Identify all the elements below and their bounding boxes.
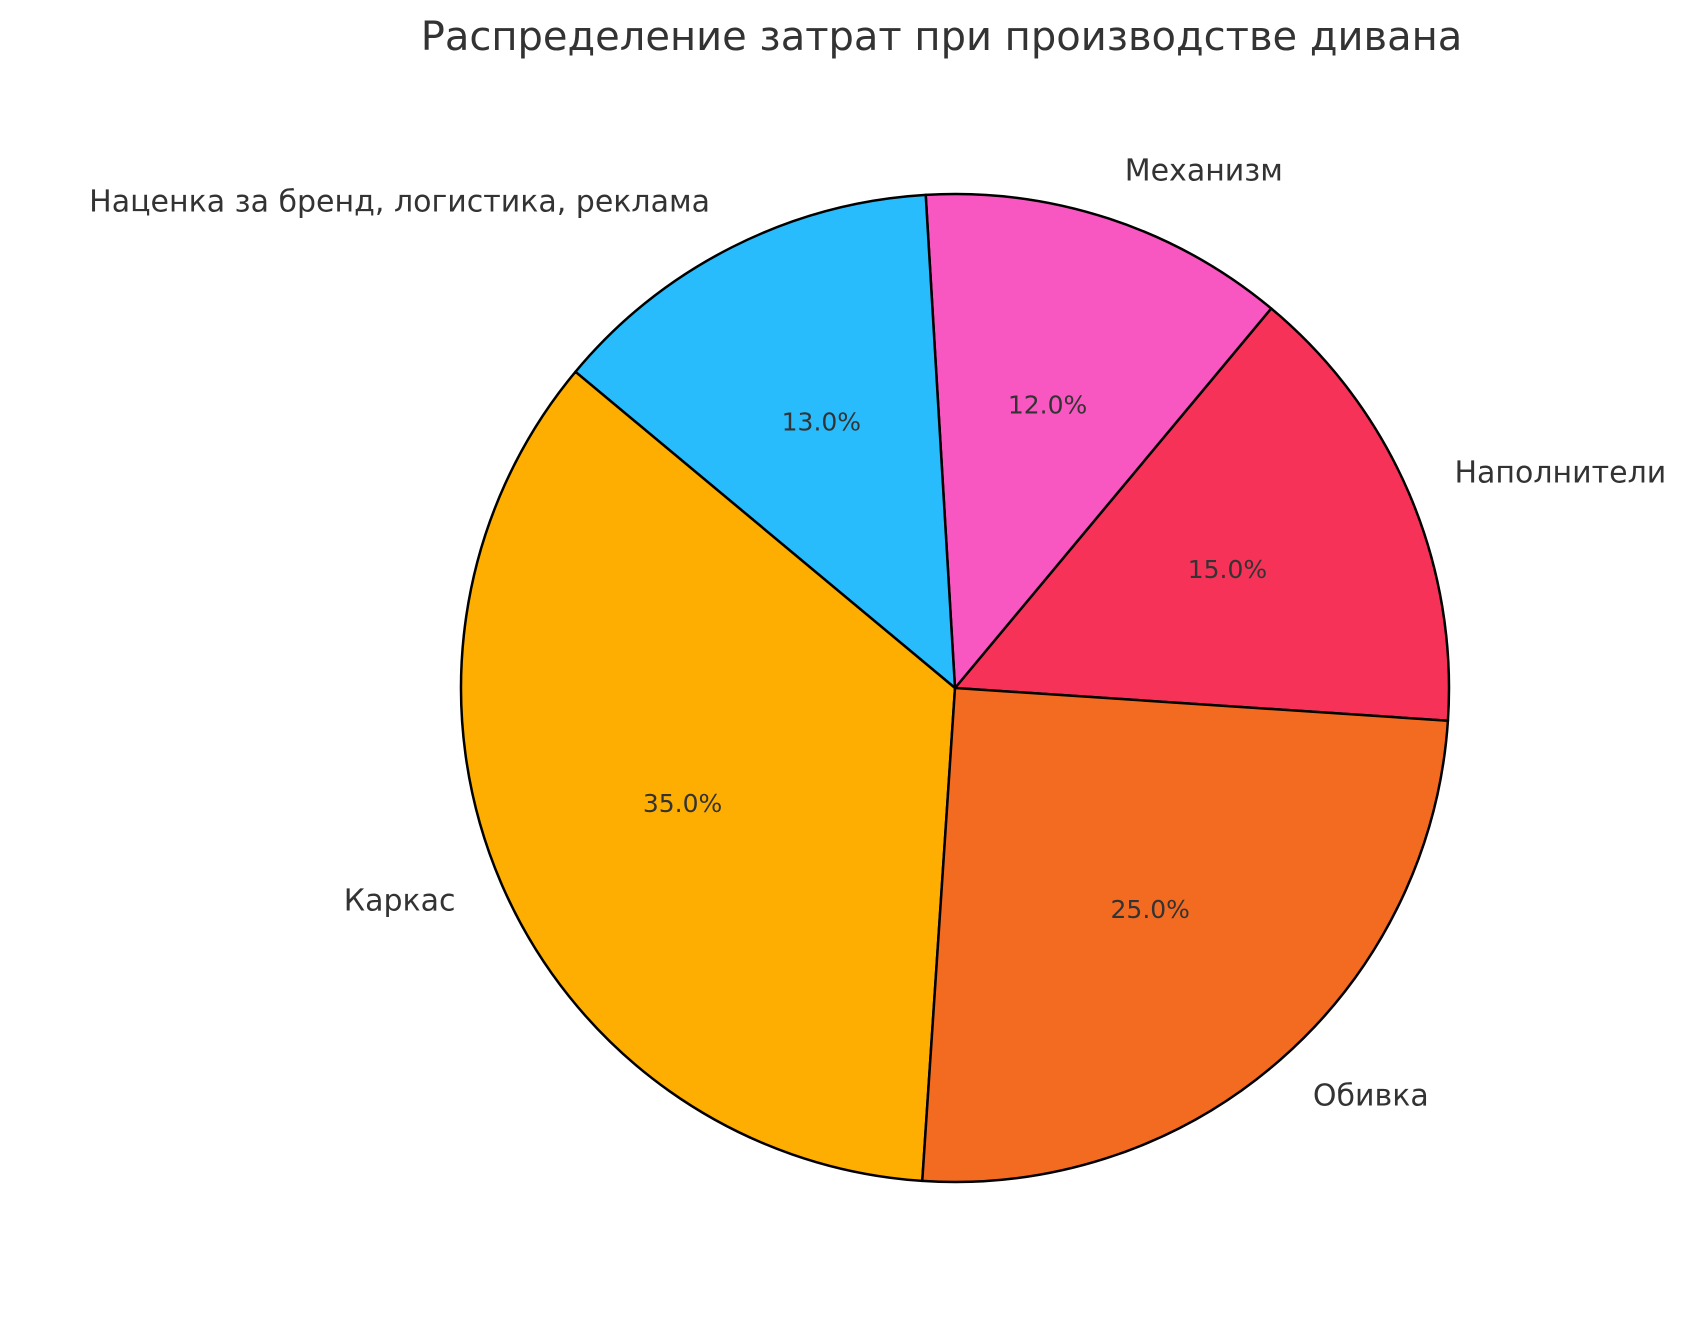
- slice-percent-3: 13.0%: [782, 407, 861, 436]
- pie-slice-3: [574, 193, 957, 690]
- slice-label-2: Механизм: [1125, 153, 1283, 188]
- slice-percent-4: 35.0%: [643, 789, 722, 818]
- slice-label-4: Каркас: [344, 884, 456, 919]
- pie-slices: [459, 192, 1451, 1184]
- pie-slice-2: [924, 192, 1273, 690]
- pie-labels: Наполнители 15.0% Механизм 12.0% Наценка за …: [89, 153, 1666, 1113]
- slice-label-1: Наполнители: [1454, 455, 1666, 490]
- pie-slice-1: [953, 307, 1451, 722]
- slice-label-5: Обивка: [1313, 1078, 1429, 1113]
- slice-percent-2: 12.0%: [1008, 390, 1087, 419]
- chart-title: Распределение затрат при производстве ди…: [420, 14, 1463, 60]
- slice-percent-1: 15.0%: [1188, 555, 1267, 584]
- slice-percent-5: 25.0%: [1111, 895, 1190, 924]
- pie-slice-4: [459, 370, 957, 1183]
- pie-slice-5: [921, 686, 1450, 1184]
- slice-label-3: Наценка за бренд, логистика, реклама: [89, 184, 710, 219]
